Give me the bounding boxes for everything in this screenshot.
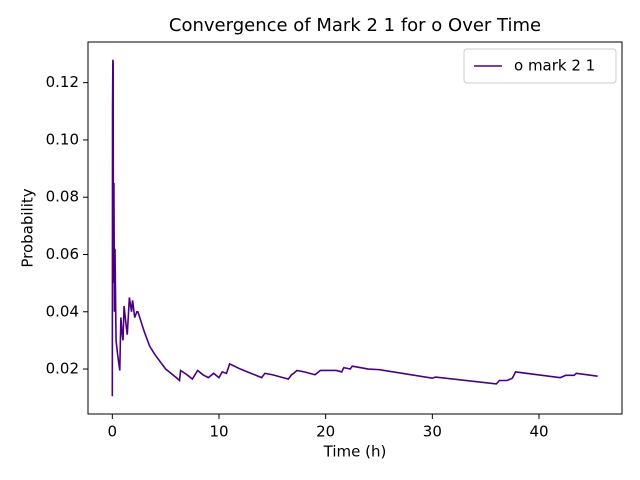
x-axis-label: Time (h) <box>323 443 387 461</box>
series-line <box>111 59 598 397</box>
y-tick-label: 0.06 <box>46 245 79 263</box>
y-tick-label: 0.04 <box>46 302 79 320</box>
x-tick-label: 40 <box>529 423 548 441</box>
x-tick-label: 20 <box>316 423 335 441</box>
chart-title: Convergence of Mark 2 1 for o Over Time <box>169 15 541 36</box>
y-tick-label: 0.02 <box>46 360 79 378</box>
x-tick-label: 0 <box>108 423 118 441</box>
x-tick-label: 10 <box>209 423 228 441</box>
x-tick-label: 30 <box>423 423 442 441</box>
plot-frame <box>87 41 623 415</box>
y-tick-label: 0.12 <box>46 73 79 91</box>
y-tick-label: 0.10 <box>46 130 79 148</box>
legend-label: o mark 2 1 <box>514 57 595 75</box>
legend-box <box>463 48 617 84</box>
y-tick-label: 0.08 <box>46 188 79 206</box>
y-axis-label: Probability <box>19 188 37 267</box>
